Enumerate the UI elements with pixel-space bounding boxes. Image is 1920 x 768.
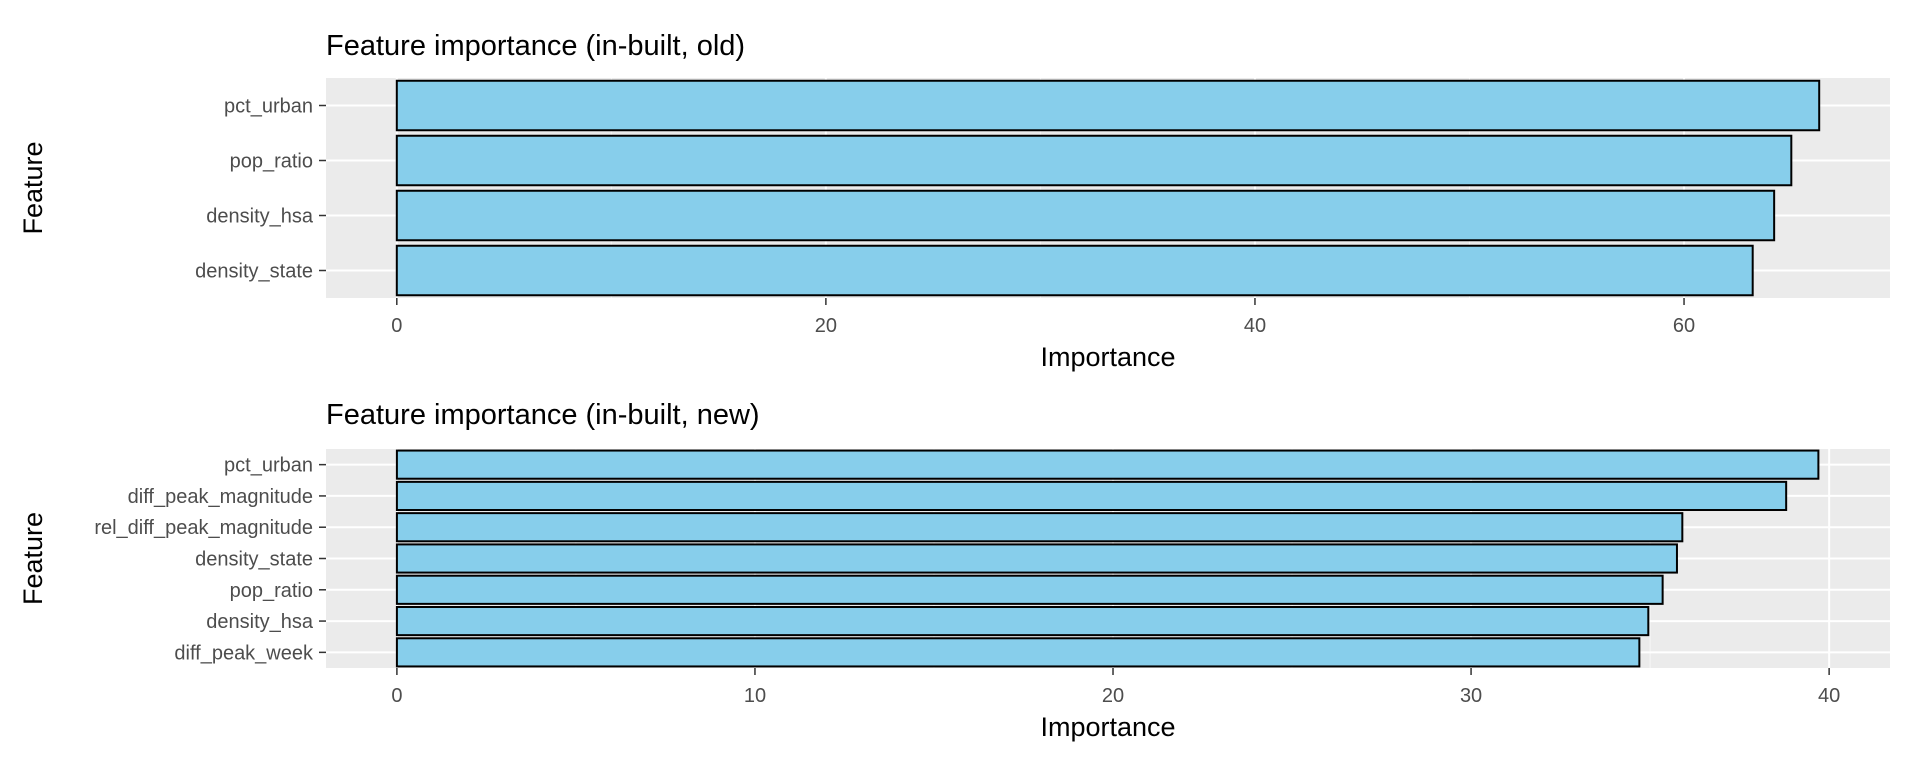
bar-rel-diff-peak-magnitude (395, 512, 1684, 543)
x-axis-title: Importance (1040, 712, 1175, 742)
y-tick-label: density_state (195, 261, 313, 283)
bar-pct-urban (395, 449, 1820, 480)
x-tick-label: 30 (1460, 685, 1482, 707)
y-tick-label: diff_peak_magnitude (128, 486, 313, 508)
y-tick-label: density_hsa (206, 611, 314, 633)
y-tick-label: density_hsa (206, 206, 314, 228)
bar-density-hsa (395, 605, 1650, 637)
chart-panel-2: pct_urban diff_peak_magnitude rel_diff_pea… (18, 399, 1890, 742)
x-tick-label: 40 (1244, 315, 1266, 337)
x-tick-label: 60 (1673, 315, 1695, 337)
y-tick-label: diff_peak_week (174, 642, 314, 664)
x-tick-label: 40 (1818, 685, 1840, 707)
y-tick-label: density_state (195, 549, 313, 571)
x-tick-label: 10 (744, 685, 766, 707)
bar-density-state (395, 543, 1678, 574)
bar-diff-peak-magnitude (395, 480, 1788, 512)
chart-title: Feature importance (in-built, old) (326, 30, 745, 62)
y-tick-label: pop_ratio (230, 580, 313, 602)
y-tick-label: pct_urban (224, 96, 313, 118)
chart-title: Feature importance (in-built, new) (326, 399, 760, 431)
bar-pop-ratio (395, 134, 1793, 187)
y-tick-label: pop_ratio (230, 151, 313, 173)
y-axis-title: Feature (18, 512, 48, 605)
chart-panel-1: pct_urban pop_ratio density_hsa density_sta… (18, 30, 1890, 372)
bar-density-state (395, 244, 1754, 297)
x-tick-label: 20 (1102, 685, 1124, 707)
x-tick-label: 0 (391, 685, 402, 707)
y-axis-title: Feature (18, 141, 48, 234)
y-tick-label: rel_diff_peak_magnitude (94, 517, 313, 539)
bar-density-hsa (395, 189, 1776, 242)
x-axis-title: Importance (1040, 342, 1175, 372)
bar-diff-peak-week (395, 637, 1641, 668)
y-tick-label: pct_urban (224, 455, 313, 477)
x-tick-label: 0 (391, 315, 402, 337)
bar-pop-ratio (395, 574, 1664, 605)
bar-pct-urban (395, 79, 1821, 132)
x-tick-label: 20 (815, 315, 837, 337)
